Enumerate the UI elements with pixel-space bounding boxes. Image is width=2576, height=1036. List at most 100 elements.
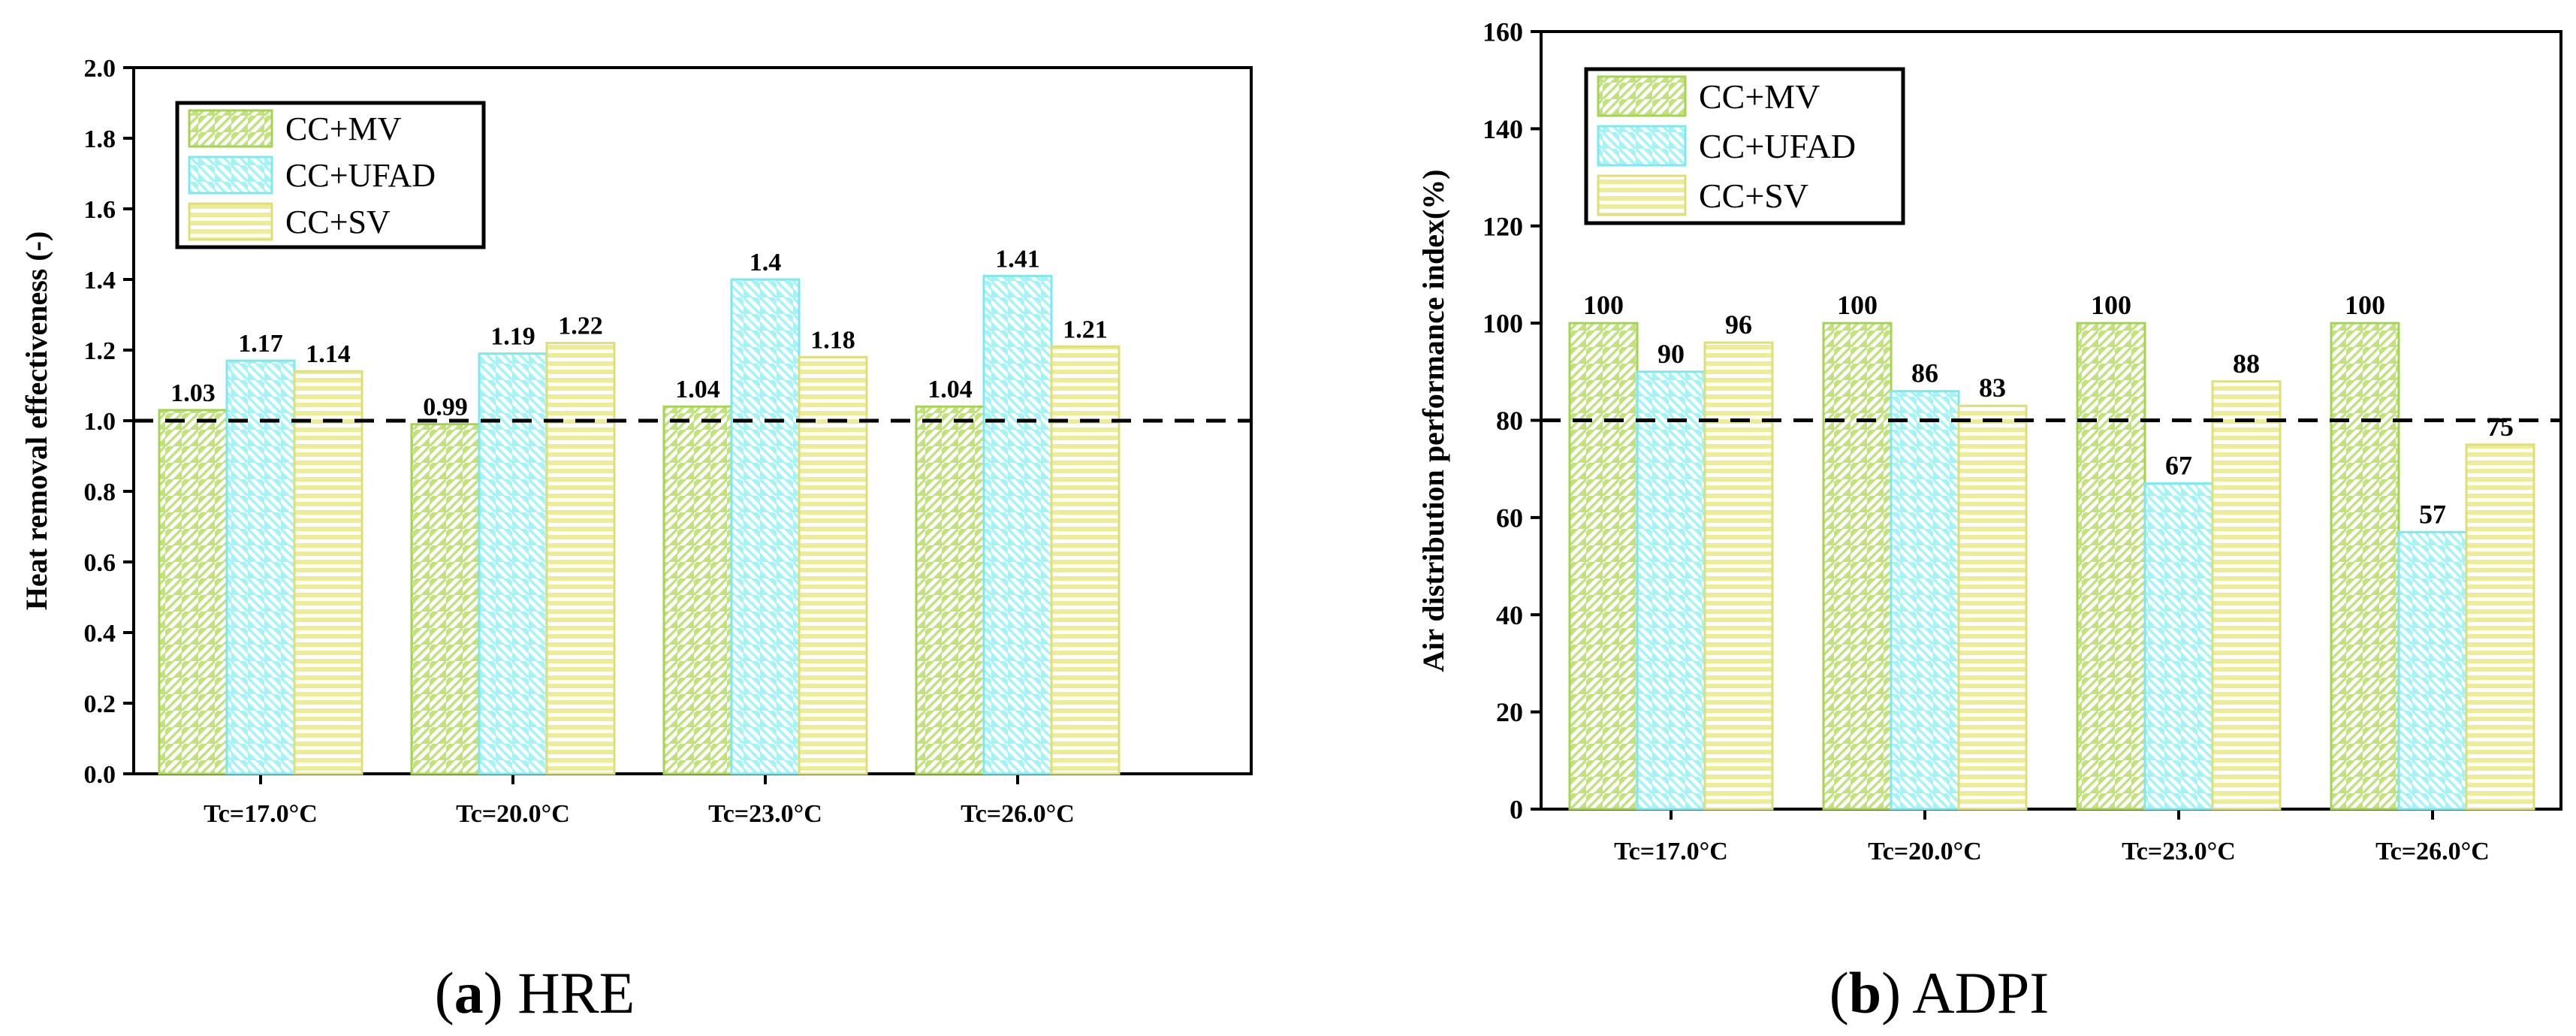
data-label-cc-sv-tc-20-0-c: 83 bbox=[1979, 373, 2006, 403]
legend-swatch-cc-sv bbox=[188, 202, 273, 241]
bar-cc-mv-tc-23-0-c bbox=[662, 405, 733, 775]
bar-cc-ufad-tc-26-0-c bbox=[2397, 530, 2468, 811]
data-label-cc-ufad-tc-17-0-c: 1.17 bbox=[238, 330, 283, 358]
data-label-cc-ufad-tc-17-0-c: 90 bbox=[1658, 339, 1685, 369]
data-label-cc-mv-tc-23-0-c: 1.04 bbox=[675, 376, 720, 403]
data-label-cc-mv-tc-17-0-c: 1.03 bbox=[170, 379, 216, 407]
data-label-cc-sv-tc-20-0-c: 1.22 bbox=[558, 313, 603, 340]
data-label-cc-ufad-tc-26-0-c: 57 bbox=[2419, 499, 2446, 529]
panel-b-x-ticks: Tc=17.0°C Tc=20.0°C Tc=23.0°C Tc=26.0°C bbox=[1614, 809, 2490, 865]
panel-a-y-tick-label: 2.0 bbox=[84, 55, 116, 83]
panel-b-category-label: Tc=20.0°C bbox=[1868, 838, 1982, 865]
legend-swatch-cc-ufad bbox=[188, 156, 273, 195]
bar-cc-sv-tc-20-0-c bbox=[1957, 404, 2028, 811]
bar-cc-sv-tc-17-0-c bbox=[1703, 341, 1774, 811]
data-label-cc-mv-tc-17-0-c: 100 bbox=[1583, 290, 1624, 320]
panel-a-y-tick-label: 1.8 bbox=[84, 125, 116, 153]
data-label-cc-ufad-tc-23-0-c: 1.4 bbox=[750, 249, 782, 276]
bar-cc-mv-tc-20-0-c bbox=[1822, 322, 1893, 811]
panel-a-legend: CC+MV CC+UFAD CC+SV bbox=[175, 101, 486, 249]
panel-a-hre: 0.0 0.2 0.4 0.6 0.8 1.0 1.2 1.4 1.6 1.8 2.0 Tc=17.… bbox=[20, 55, 1253, 1025]
panel-b-y-axis-label: Air distribution performance index(%) bbox=[1416, 169, 1450, 672]
legend-swatch-cc-mv bbox=[188, 109, 273, 148]
panel-a-bars bbox=[158, 274, 1121, 775]
bar-cc-mv-tc-26-0-c bbox=[915, 405, 985, 775]
bar-cc-sv-tc-23-0-c bbox=[2211, 380, 2282, 811]
panel-b-legend: CC+MV CC+UFAD CC+SV bbox=[1584, 67, 1905, 225]
panel-b-y-tick-label: 120 bbox=[1483, 211, 1523, 241]
panel-b-category-label: Tc=17.0°C bbox=[1614, 838, 1728, 865]
panel-a-caption: (a) HRE bbox=[435, 960, 635, 1025]
legend-swatch-cc-sv bbox=[1597, 174, 1687, 216]
panel-b-caption-letter: b bbox=[1849, 960, 1881, 1025]
bar-cc-ufad-tc-17-0-c bbox=[225, 359, 296, 775]
legend-label-cc-sv: CC+SV bbox=[285, 204, 391, 240]
legend-label-cc-mv: CC+MV bbox=[285, 110, 402, 147]
legend-label-cc-mv: CC+MV bbox=[1699, 77, 1820, 116]
bar-cc-ufad-tc-17-0-c bbox=[1636, 370, 1706, 811]
panel-a-y-tick-label: 1.0 bbox=[84, 408, 116, 436]
bar-cc-mv-tc-26-0-c bbox=[2330, 322, 2400, 811]
panel-a-y-tick-label: 1.6 bbox=[84, 196, 116, 224]
panel-a-y-tick-label: 0.0 bbox=[84, 761, 116, 789]
legend-item-cc-mv: CC+MV bbox=[1597, 75, 1820, 117]
panel-a-y-ticks: 0.0 0.2 0.4 0.6 0.8 1.0 1.2 1.4 1.6 1.8 2.0 bbox=[84, 55, 134, 789]
bar-cc-ufad-tc-20-0-c bbox=[1890, 390, 1960, 811]
data-label-cc-mv-tc-26-0-c: 1.04 bbox=[928, 376, 973, 403]
panel-b-bars bbox=[1568, 322, 2535, 811]
panel-a-category-label: Tc=17.0°C bbox=[204, 800, 318, 828]
bar-cc-mv-tc-17-0-c bbox=[1568, 322, 1639, 811]
panel-a-caption-letter: a bbox=[454, 960, 484, 1025]
panel-b-y-tick-label: 40 bbox=[1496, 600, 1523, 630]
legend-swatch-cc-ufad bbox=[1597, 125, 1687, 167]
bar-cc-ufad-tc-23-0-c bbox=[730, 278, 801, 775]
data-label-cc-mv-tc-26-0-c: 100 bbox=[2345, 290, 2385, 320]
bar-cc-mv-tc-23-0-c bbox=[2076, 322, 2146, 811]
bar-cc-sv-tc-23-0-c bbox=[798, 355, 868, 775]
legend-item-cc-mv: CC+MV bbox=[188, 109, 402, 148]
panel-b-caption: (b) ADPI bbox=[1829, 960, 2050, 1025]
data-label-cc-sv-tc-26-0-c: 75 bbox=[2487, 412, 2514, 442]
bar-cc-mv-tc-20-0-c bbox=[410, 423, 481, 775]
bar-cc-sv-tc-26-0-c bbox=[2465, 443, 2535, 811]
legend-label-cc-sv: CC+SV bbox=[1699, 177, 1808, 215]
bar-cc-mv-tc-17-0-c bbox=[158, 409, 228, 775]
legend-item-cc-sv: CC+SV bbox=[188, 202, 391, 241]
panel-b-category-label: Tc=23.0°C bbox=[2122, 838, 2236, 865]
panel-a-y-tick-label: 0.2 bbox=[84, 690, 116, 718]
panel-a-y-tick-label: 1.2 bbox=[84, 337, 116, 365]
legend-item-cc-ufad: CC+UFAD bbox=[188, 156, 436, 195]
data-label-cc-sv-tc-17-0-c: 1.14 bbox=[306, 340, 351, 368]
panel-a-y-tick-label: 0.8 bbox=[84, 479, 116, 506]
data-label-cc-sv-tc-23-0-c: 1.18 bbox=[810, 326, 855, 354]
data-label-cc-mv-tc-20-0-c: 100 bbox=[1837, 290, 1878, 320]
bar-cc-ufad-tc-20-0-c bbox=[478, 352, 548, 775]
data-label-cc-ufad-tc-20-0-c: 1.19 bbox=[490, 323, 535, 351]
panel-b-y-ticks: 0 20 40 60 80 100 120 140 160 bbox=[1483, 17, 1541, 825]
panel-b-caption-title: ADPI bbox=[1912, 960, 2049, 1025]
panel-a-category-label: Tc=23.0°C bbox=[708, 800, 822, 828]
legend-item-cc-sv: CC+SV bbox=[1597, 174, 1808, 216]
legend-label-cc-ufad: CC+UFAD bbox=[1699, 127, 1856, 165]
data-label-cc-sv-tc-17-0-c: 96 bbox=[1725, 310, 1752, 340]
panel-b-y-tick-label: 80 bbox=[1496, 406, 1523, 436]
panel-b-y-tick-label: 0 bbox=[1510, 795, 1523, 825]
bar-cc-sv-tc-26-0-c bbox=[1050, 345, 1121, 775]
panel-a-x-ticks: Tc=17.0°C Tc=20.0°C Tc=23.0°C Tc=26.0°C bbox=[204, 774, 1075, 828]
panel-a-y-tick-label: 0.4 bbox=[84, 620, 116, 648]
data-label-cc-ufad-tc-23-0-c: 67 bbox=[2165, 451, 2192, 481]
panel-a-y-tick-label: 0.6 bbox=[84, 549, 116, 577]
data-label-cc-ufad-tc-26-0-c: 1.41 bbox=[995, 245, 1040, 273]
panel-b-y-tick-label: 140 bbox=[1483, 114, 1523, 144]
data-label-cc-ufad-tc-20-0-c: 86 bbox=[1911, 358, 1938, 388]
legend-item-cc-ufad: CC+UFAD bbox=[1597, 125, 1856, 167]
data-label-cc-sv-tc-26-0-c: 1.21 bbox=[1063, 316, 1108, 343]
panel-a-caption-title: HRE bbox=[517, 960, 635, 1025]
legend-label-cc-ufad: CC+UFAD bbox=[285, 157, 436, 194]
panel-a-y-axis-label: Heat removal effectiveness (-) bbox=[20, 231, 53, 611]
data-label-cc-sv-tc-23-0-c: 88 bbox=[2233, 349, 2260, 379]
panel-b-y-tick-label: 160 bbox=[1483, 17, 1523, 47]
panel-a-y-tick-label: 1.4 bbox=[84, 267, 116, 294]
bar-cc-sv-tc-20-0-c bbox=[545, 342, 616, 775]
